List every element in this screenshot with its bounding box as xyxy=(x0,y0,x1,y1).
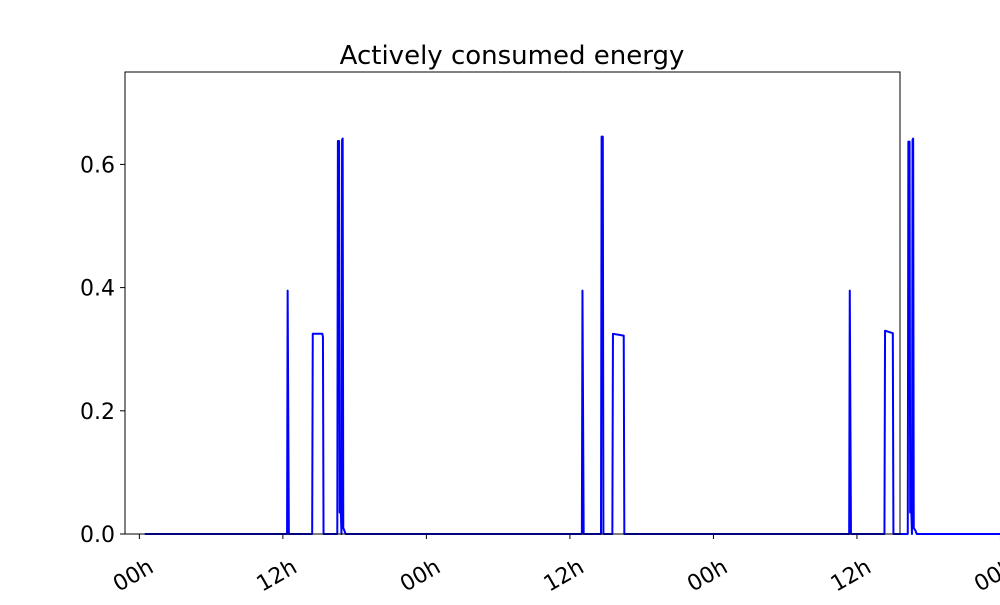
y-tick-label: 0.2 xyxy=(80,400,115,425)
series-layer xyxy=(144,135,1000,535)
x-tick-label: 12h xyxy=(540,555,589,598)
x-tick-label: 00h xyxy=(109,555,158,598)
x-tick-label: 00h xyxy=(683,555,732,598)
y-tick-label: 0.0 xyxy=(80,523,115,548)
x-tick-label: 00h xyxy=(396,555,445,598)
chart-title: Actively consumed energy xyxy=(340,41,685,71)
x-tick-label: 00h xyxy=(970,555,1000,598)
y-axis: 0.0 0.2 0.4 0.6 xyxy=(80,153,125,548)
energy-series-line xyxy=(144,135,1000,535)
x-tick-label: 12h xyxy=(827,555,876,598)
x-tick-label: 12h xyxy=(253,555,302,598)
y-tick-label: 0.6 xyxy=(80,153,115,178)
x-axis: 00h 12h 00h 12h 00h 12h 00h xyxy=(109,534,1000,597)
plot-area-frame xyxy=(124,71,901,535)
y-tick-label: 0.4 xyxy=(80,277,115,302)
